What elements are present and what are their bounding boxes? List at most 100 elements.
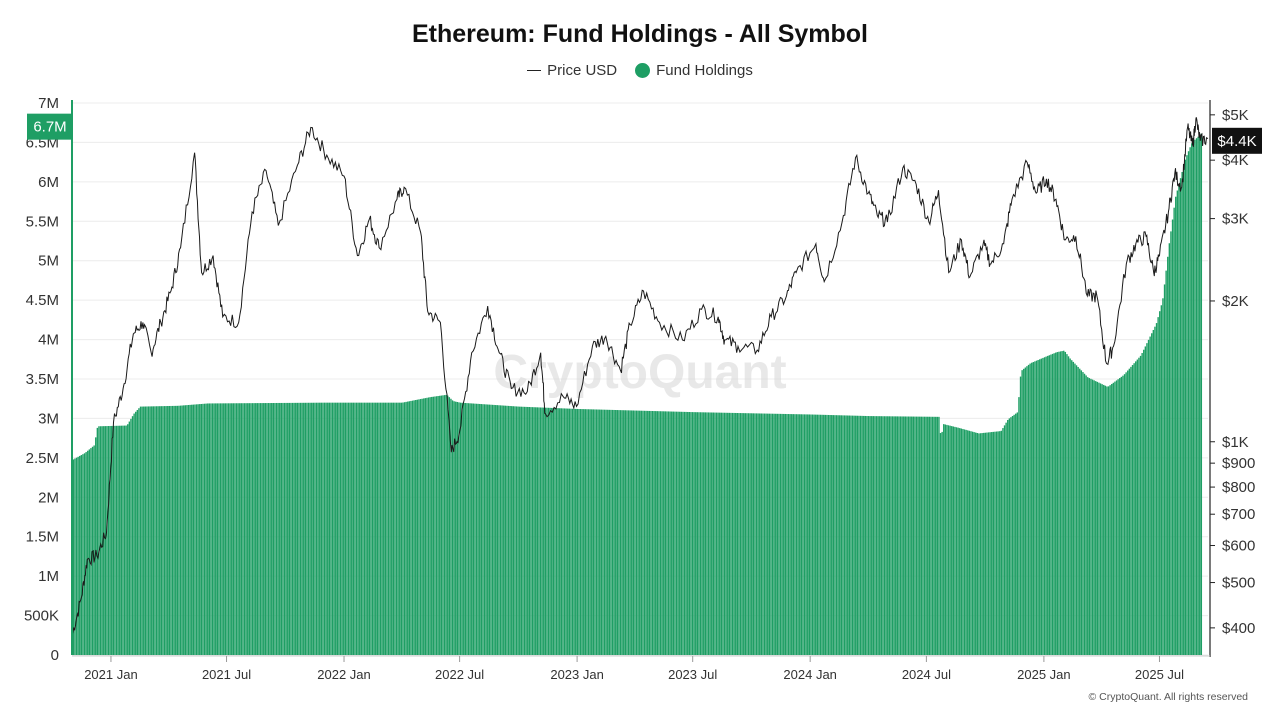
- holdings-bar: [919, 416, 921, 655]
- holdings-bar: [736, 413, 739, 655]
- left-tick-label: 5.5M: [26, 213, 59, 230]
- holdings-bar: [1082, 372, 1084, 655]
- holdings-bar: [967, 430, 969, 655]
- holdings-bar: [338, 402, 340, 655]
- holdings-bar: [247, 403, 249, 655]
- holdings-bar: [786, 414, 788, 655]
- holdings-bar: [1147, 339, 1150, 655]
- holdings-bar: [123, 425, 126, 655]
- holdings-bar: [114, 425, 116, 655]
- holdings-bar: [813, 414, 815, 655]
- holdings-bar: [418, 399, 420, 655]
- holdings-bar: [722, 412, 724, 655]
- left-tick-label: 4.5M: [26, 292, 59, 309]
- holdings-bar: [429, 397, 431, 655]
- holdings-bar: [475, 403, 478, 655]
- right-tick-label: $400: [1222, 620, 1255, 637]
- holdings-bar: [995, 431, 998, 655]
- holdings-bar: [363, 402, 366, 655]
- holdings-bar: [77, 456, 79, 655]
- holdings-bar: [776, 413, 779, 655]
- holdings-bar: [783, 413, 785, 655]
- holdings-bar: [567, 408, 569, 655]
- holdings-bar: [1163, 284, 1166, 655]
- holdings-bar: [250, 403, 252, 655]
- holdings-bar: [107, 426, 110, 655]
- holdings-bar: [290, 402, 292, 655]
- holdings-bar: [1058, 351, 1060, 655]
- holdings-bar: [930, 416, 932, 655]
- holdings-bar: [104, 426, 107, 655]
- holdings-bar: [987, 432, 990, 655]
- holdings-bar: [512, 406, 515, 655]
- holdings-bar: [168, 405, 171, 655]
- holdings-bar: [898, 416, 900, 655]
- holdings-bar: [914, 416, 916, 655]
- holdings-bar: [504, 405, 507, 655]
- holdings-bar: [269, 403, 271, 655]
- holdings-bar: [571, 408, 574, 655]
- holdings-bar: [669, 411, 671, 655]
- holdings-bar: [90, 448, 92, 655]
- holdings-bar: [773, 413, 775, 655]
- holdings-bar: [330, 402, 332, 655]
- holdings-bar: [199, 404, 201, 655]
- holdings-bar: [1059, 351, 1062, 655]
- holdings-bar: [706, 412, 708, 655]
- holdings-bar: [314, 402, 316, 655]
- holdings-bar: [402, 402, 404, 655]
- holdings-bar: [554, 408, 556, 655]
- holdings-bar: [315, 402, 318, 655]
- holdings-bar: [208, 403, 211, 655]
- holdings-bar: [723, 412, 726, 655]
- holdings-bar: [146, 406, 148, 655]
- holdings-bar: [394, 402, 396, 655]
- legend-item-price[interactable]: Price USD: [527, 62, 617, 79]
- holdings-bar: [589, 409, 591, 655]
- holdings-bar: [695, 412, 697, 655]
- holdings-bar: [896, 416, 899, 655]
- holdings-bar: [917, 416, 919, 655]
- holdings-bar: [608, 409, 611, 655]
- holdings-bar: [474, 403, 476, 655]
- holdings-bar: [568, 408, 571, 655]
- holdings-bar: [877, 416, 879, 655]
- holdings-bar: [819, 414, 822, 655]
- holdings-bar: [635, 410, 638, 655]
- holdings-bar: [888, 416, 891, 655]
- holdings-bar: [248, 403, 251, 655]
- holdings-bar: [890, 416, 892, 655]
- holdings-bar: [493, 404, 495, 655]
- holdings-bar: [728, 412, 731, 655]
- holdings-bar: [488, 404, 491, 655]
- holdings-bar: [1160, 305, 1163, 655]
- holdings-bar: [909, 416, 911, 655]
- holdings-bar: [826, 414, 828, 655]
- holdings-bar: [1023, 368, 1025, 655]
- holdings-bar: [1064, 351, 1067, 655]
- holdings-bar: [794, 414, 796, 655]
- holdings-bar: [1136, 359, 1139, 655]
- legend-item-holdings[interactable]: Fund Holdings: [635, 62, 753, 79]
- holdings-bar: [613, 409, 615, 655]
- holdings-bar: [141, 406, 143, 655]
- holdings-bar: [842, 415, 844, 655]
- holdings-bar: [1167, 256, 1169, 655]
- holdings-bar: [912, 416, 915, 655]
- holdings-bar: [960, 428, 963, 655]
- holdings-bar: [1101, 384, 1103, 655]
- holdings-bar: [570, 408, 572, 655]
- holdings-bar: [392, 402, 395, 655]
- holdings-bar: [239, 403, 241, 655]
- holdings-bar: [1128, 368, 1131, 655]
- holdings-bar: [197, 404, 199, 655]
- legend-holdings-label: Fund Holdings: [656, 62, 753, 79]
- holdings-bar: [674, 411, 676, 655]
- holdings-bar: [480, 404, 483, 655]
- holdings-bar: [563, 408, 566, 655]
- holdings-bar: [291, 402, 294, 655]
- holdings-bar: [1024, 367, 1027, 655]
- holdings-bar: [303, 402, 305, 655]
- holdings-bar: [651, 411, 654, 655]
